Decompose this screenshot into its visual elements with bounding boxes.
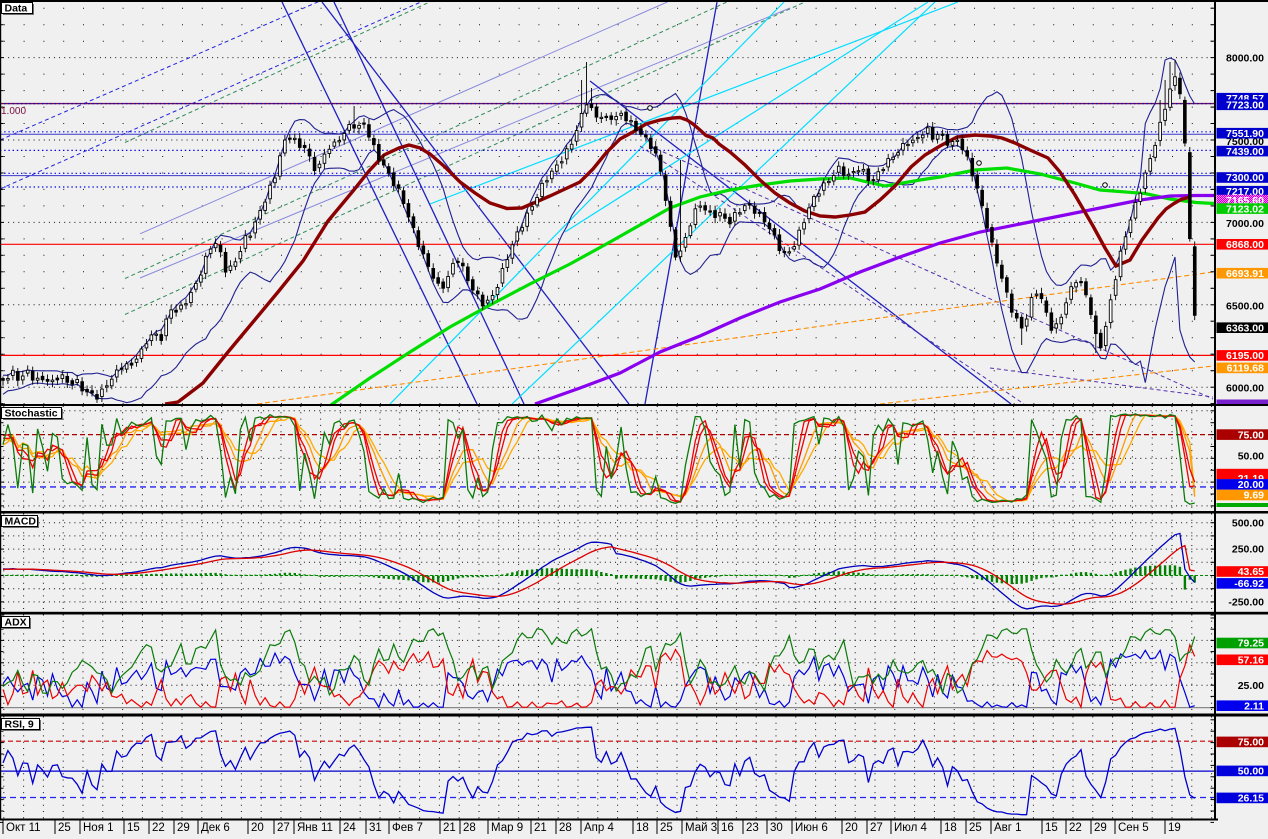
- svg-text:Окт 11: Окт 11: [6, 822, 41, 834]
- svg-text:Data: Data: [5, 3, 28, 15]
- svg-text:18: 18: [944, 822, 957, 834]
- svg-text:500.00: 500.00: [1232, 517, 1264, 529]
- svg-text:Июл 4: Июл 4: [894, 822, 928, 834]
- svg-text:MACD: MACD: [5, 516, 37, 528]
- svg-text:20: 20: [251, 822, 264, 834]
- svg-text:29: 29: [177, 822, 190, 834]
- svg-text:Фев 7: Фев 7: [392, 822, 423, 834]
- svg-text:6868.00: 6868.00: [1226, 239, 1264, 251]
- svg-text:7300.00: 7300.00: [1226, 172, 1264, 184]
- svg-text:25: 25: [660, 822, 673, 834]
- svg-text:Дек 6: Дек 6: [201, 822, 230, 834]
- svg-text:250.00: 250.00: [1232, 544, 1264, 556]
- svg-text:50.00: 50.00: [1238, 766, 1264, 778]
- svg-text:Янв 11: Янв 11: [297, 822, 333, 834]
- svg-text:Мар 9: Мар 9: [491, 822, 523, 834]
- svg-text:-250.00: -250.00: [1228, 597, 1264, 609]
- svg-text:RSI, 9: RSI, 9: [5, 719, 34, 731]
- svg-text:21: 21: [443, 822, 456, 834]
- svg-text:7723.00: 7723.00: [1226, 100, 1264, 112]
- svg-text:22: 22: [152, 822, 165, 834]
- svg-text:7551.90: 7551.90: [1226, 128, 1264, 140]
- svg-text:6363.00: 6363.00: [1226, 322, 1264, 334]
- svg-text:6119.68: 6119.68: [1227, 363, 1265, 375]
- svg-text:15: 15: [1045, 822, 1058, 834]
- svg-text:23: 23: [746, 822, 759, 834]
- svg-text:25: 25: [969, 822, 982, 834]
- svg-text:9.69: 9.69: [1244, 490, 1265, 502]
- svg-text:24: 24: [343, 822, 356, 834]
- svg-text:7000.00: 7000.00: [1226, 218, 1264, 230]
- svg-text:20: 20: [845, 822, 858, 834]
- svg-text:Авг 1: Авг 1: [994, 822, 1022, 834]
- svg-text:15: 15: [127, 822, 140, 834]
- svg-text:50.00: 50.00: [1238, 451, 1264, 463]
- svg-text:7123.02: 7123.02: [1226, 203, 1264, 215]
- svg-text:6693.91: 6693.91: [1226, 268, 1264, 280]
- svg-text:27: 27: [870, 822, 883, 834]
- svg-text:26.15: 26.15: [1238, 793, 1264, 805]
- svg-text:25.00: 25.00: [1238, 680, 1264, 692]
- svg-text:21: 21: [534, 822, 547, 834]
- svg-text:Stochastic: Stochastic: [5, 408, 58, 420]
- svg-text:27: 27: [277, 822, 290, 834]
- svg-text:ADX: ADX: [5, 617, 27, 629]
- svg-text:79.25: 79.25: [1238, 638, 1264, 650]
- svg-text:7439.00: 7439.00: [1226, 146, 1264, 158]
- svg-text:75.00: 75.00: [1238, 737, 1264, 749]
- svg-text:28: 28: [463, 822, 476, 834]
- svg-text:31: 31: [369, 822, 382, 834]
- svg-text:57.16: 57.16: [1238, 655, 1264, 667]
- svg-text:43.65: 43.65: [1238, 566, 1264, 578]
- svg-text:29: 29: [1094, 822, 1107, 834]
- svg-text:Май 3: Май 3: [685, 822, 717, 834]
- svg-text:2.11: 2.11: [1244, 700, 1264, 712]
- svg-text:19: 19: [1168, 822, 1181, 834]
- svg-text:Ноя 1: Ноя 1: [83, 822, 114, 834]
- svg-text:Июн 6: Июн 6: [795, 822, 828, 834]
- svg-text:18: 18: [636, 822, 649, 834]
- svg-text:6500.00: 6500.00: [1226, 300, 1264, 312]
- svg-text:6000.00: 6000.00: [1226, 383, 1264, 395]
- svg-text:1.000: 1.000: [1, 106, 26, 117]
- svg-text:28: 28: [559, 822, 572, 834]
- svg-text:Сен 5: Сен 5: [1118, 822, 1149, 834]
- svg-text:Апр 4: Апр 4: [584, 822, 614, 834]
- svg-text:8000.00: 8000.00: [1226, 53, 1264, 65]
- svg-text:25: 25: [58, 822, 71, 834]
- svg-text:16: 16: [721, 822, 734, 834]
- svg-text:-66.92: -66.92: [1234, 578, 1264, 590]
- svg-text:75.00: 75.00: [1238, 429, 1264, 441]
- svg-text:22: 22: [1069, 822, 1082, 834]
- svg-text:30: 30: [770, 822, 783, 834]
- svg-text:6195.00: 6195.00: [1226, 350, 1264, 362]
